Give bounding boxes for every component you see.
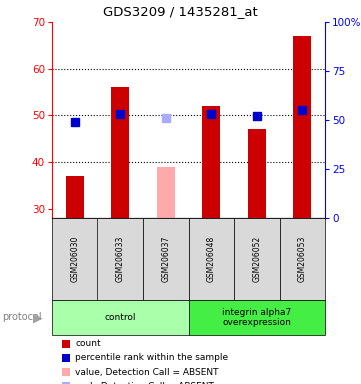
Text: protocol: protocol [2,313,42,323]
Bar [157,167,175,218]
Bar [111,87,129,218]
Text: rank, Detection Call = ABSENT: rank, Detection Call = ABSENT [75,381,214,384]
Text: GSM206030: GSM206030 [70,236,79,282]
Bar [293,36,311,218]
Text: count: count [75,339,101,349]
Text: ▶: ▶ [33,311,43,324]
Text: integrin alpha7
overexpression: integrin alpha7 overexpression [222,308,291,327]
Text: GSM206052: GSM206052 [252,236,261,282]
Text: control: control [104,313,136,322]
Text: GSM206048: GSM206048 [207,236,216,282]
Text: percentile rank within the sample: percentile rank within the sample [75,354,228,362]
Bar [248,129,266,218]
Text: value, Detection Call = ABSENT: value, Detection Call = ABSENT [75,367,218,376]
Text: GSM206033: GSM206033 [116,236,125,282]
Bar [202,106,220,218]
Text: GSM206037: GSM206037 [161,236,170,282]
Text: GSM206053: GSM206053 [298,236,307,282]
Text: GDS3209 / 1435281_at: GDS3209 / 1435281_at [103,5,258,18]
Bar [66,176,84,218]
